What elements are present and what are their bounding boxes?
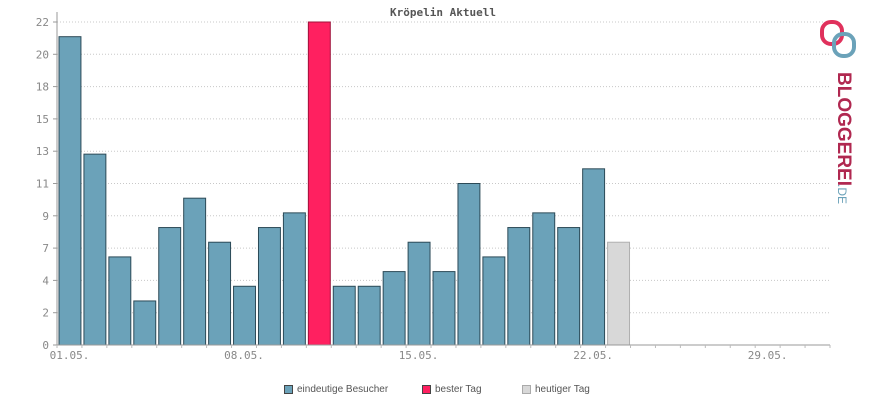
bar-visitors: [507, 227, 531, 346]
logo-wordmark: BLOGGEREI .DE: [833, 72, 854, 204]
legend-swatch-today: [522, 385, 531, 394]
bar-visitors: [407, 241, 431, 346]
bar-visitors: [282, 212, 306, 346]
legend-label-visitors: eindeutige Besucher: [297, 384, 389, 395]
legend-swatch-visitors: [284, 385, 293, 394]
bar-today: [607, 241, 631, 346]
bar-visitors: [382, 271, 406, 346]
y-tick-label: 18: [36, 81, 49, 94]
y-tick-label: 13: [36, 145, 49, 158]
bar-visitors: [532, 212, 556, 346]
bar-visitors: [108, 256, 132, 346]
bars-group: [58, 21, 631, 346]
bar-visitors: [357, 285, 381, 346]
logo-graphic: BLOGGEREI .DE: [820, 20, 856, 204]
bar-visitors: [183, 197, 207, 346]
bar-visitors: [432, 271, 456, 346]
x-tick-label: 01.05.: [50, 349, 90, 362]
y-tick-label: 4: [42, 274, 49, 287]
x-tick-label: 22.05.: [573, 349, 613, 362]
x-tick-label: 29.05.: [748, 349, 788, 362]
bar-visitors: [332, 285, 356, 346]
legend-item-best-day: bester Tag: [422, 384, 482, 395]
y-tick-label: 0: [42, 339, 49, 352]
y-tick-label: 22: [36, 16, 49, 29]
logo-text-main: BLOGGEREI: [833, 72, 854, 186]
x-tick-label: 15.05.: [399, 349, 439, 362]
bar-visitors: [557, 227, 581, 346]
bar-visitors: [257, 227, 281, 346]
legend-item-visitors: eindeutige Besucher: [284, 384, 388, 395]
bloggerei-logo: BLOGGEREI .DE: [810, 18, 860, 218]
bar-best-day: [307, 21, 331, 346]
x-axis-ticks: 01.05. 08.05. 15.05. 22.05. 29.05.: [50, 345, 831, 362]
chart-title: Kröpelin Aktuell: [390, 6, 496, 19]
bar-visitors: [457, 183, 481, 346]
bar-visitors: [208, 241, 232, 346]
bar-visitors: [83, 153, 107, 346]
logo-text-suffix: .DE: [835, 184, 849, 204]
bar-visitors: [58, 36, 82, 346]
logo-link-icon-blue: [832, 32, 856, 58]
legend-label-best-day: bester Tag: [435, 384, 482, 395]
y-tick-label: 2: [42, 307, 49, 320]
legend-swatch-best-day: [422, 385, 431, 394]
y-tick-label: 7: [42, 242, 49, 255]
x-tick-label: 08.05.: [224, 349, 264, 362]
bar-visitors: [582, 168, 606, 346]
y-tick-label: 9: [42, 210, 49, 223]
y-tick-label: 15: [36, 113, 49, 126]
chart-legend: eindeutige Besucher bester Tag heutiger …: [0, 384, 870, 400]
y-axis-ticks: 0 2 4 7 9 11 13 15 18 20 22: [36, 16, 57, 352]
bar-visitors: [133, 300, 157, 346]
bar-visitors: [233, 285, 256, 346]
legend-item-today: heutiger Tag: [522, 384, 590, 395]
bar-visitors: [482, 256, 506, 346]
axes: [56, 12, 830, 346]
bar-visitors: [158, 227, 182, 346]
legend-label-today: heutiger Tag: [535, 384, 590, 395]
y-tick-label: 11: [36, 178, 49, 191]
y-tick-label: 20: [36, 48, 49, 61]
